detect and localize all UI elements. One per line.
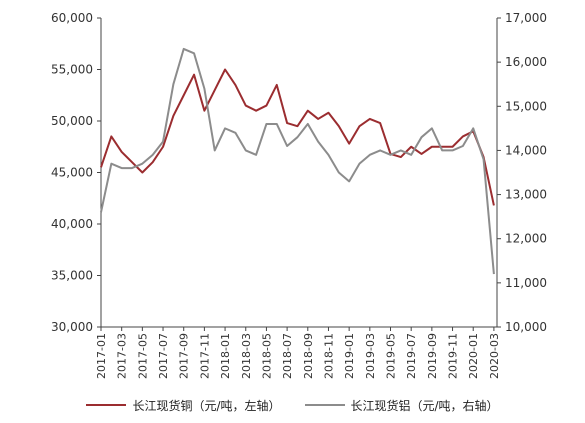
x-tick-label: 2019-11 [447,333,460,379]
x-tick-label: 2017-07 [157,333,170,379]
x-tick-label: 2018-11 [322,333,335,379]
left-y-tick-label: 45,000 [51,166,93,180]
right-y-tick-label: 17,000 [505,11,547,25]
x-tick-label: 2019-01 [343,333,356,379]
right-y-tick-label: 11,000 [505,276,547,290]
right-y-tick-label: 15,000 [505,99,547,113]
tick-labels: 30,000 35,000 40,000 45,000 50,000 55,000 60,0… [51,11,547,379]
series-lines [100,47,495,275]
x-tick-label: 2018-03 [240,333,253,379]
legend-label-aluminum: 长江现货铝（元/吨，右轴） [350,398,499,413]
x-tick-label: 2017-11 [198,333,211,379]
left-y-tick-label: 55,000 [51,63,93,77]
right-y-tick-label: 16,000 [505,55,547,69]
x-tick-label: 2019-03 [364,333,377,379]
x-tick-label: 2018-09 [302,333,315,379]
right-y-tick-label: 13,000 [505,188,547,202]
x-tick-label: 2020-03 [488,333,501,379]
series-line-copper [100,68,495,206]
x-tick-label: 2017-09 [178,333,191,379]
x-tick-label: 2017-03 [116,333,129,379]
x-tick-label: 2018-07 [281,333,294,379]
x-tick-label: 2019-05 [385,333,398,379]
legend-item-copper: 长江现货铜（元/吨，左轴） [86,397,281,414]
right-y-tick-label: 12,000 [505,232,547,246]
x-tick-label: 2018-05 [260,333,273,379]
x-tick-label: 2017-05 [136,333,149,379]
right-y-tick-label: 14,000 [505,143,547,157]
left-y-tick-label: 30,000 [51,320,93,334]
legend-label-copper: 长江现货铜（元/吨，左轴） [132,398,281,413]
x-tick-label: 2019-09 [426,333,439,379]
x-tick-label: 2017-01 [95,333,108,379]
right-y-tick-label: 10,000 [505,320,547,334]
left-y-tick-label: 40,000 [51,217,93,231]
series-line-aluminum [100,47,495,275]
left-y-tick-label: 60,000 [51,11,93,25]
legend-swatch-copper [86,404,127,406]
left-y-tick-label: 35,000 [51,269,93,283]
legend-item-aluminum: 长江现货铝（元/吨，右轴） [304,397,499,414]
line-chart: 30,000 35,000 40,000 45,000 50,000 55,000 60,0… [51,11,547,379]
axes [97,17,501,331]
x-tick-label: 2020-01 [467,333,480,379]
x-tick-label: 2018-01 [219,333,232,379]
legend-swatch-aluminum [304,404,345,406]
x-tick-label: 2019-07 [405,333,418,379]
left-y-tick-label: 50,000 [51,114,93,128]
legend: 长江现货铜（元/吨，左轴） 长江现货铝（元/吨，右轴） [0,393,585,417]
